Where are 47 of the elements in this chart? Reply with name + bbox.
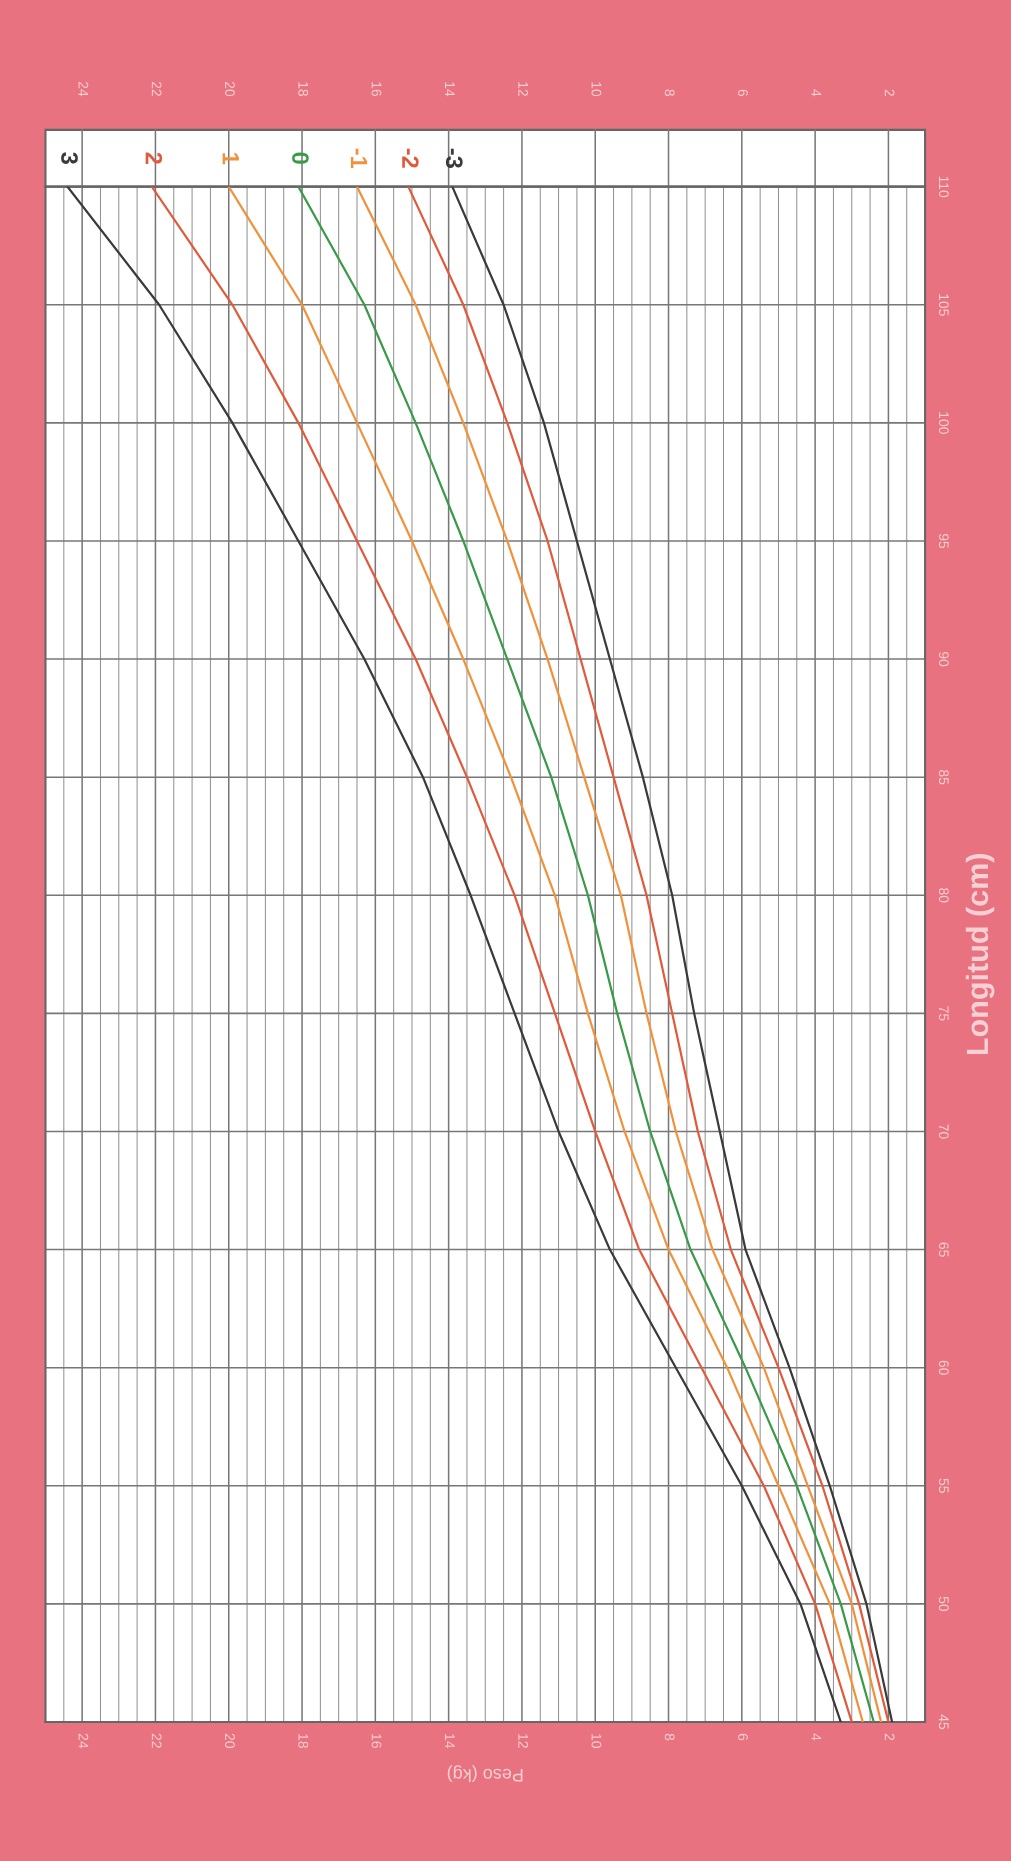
y-tick-label: 70 <box>938 1124 949 1139</box>
y-tick-label: 105 <box>938 294 949 316</box>
x-tick-label: 20 <box>225 1733 235 1748</box>
text: -2 <box>402 148 419 168</box>
x-tick-label: 6 <box>738 1733 748 1741</box>
y-tick-label: 60 <box>938 1360 949 1375</box>
x2-tick-label: 2 <box>884 89 895 96</box>
x2-tick-label: 14 <box>445 82 455 97</box>
y-axis-title: Longitud (cm) <box>965 854 995 1055</box>
x2-tick-label: 18 <box>298 82 309 97</box>
x-tick-label: 18 <box>298 1734 309 1748</box>
x-tick-label: 12 <box>518 1734 529 1748</box>
x2-tick-label: 12 <box>518 82 529 96</box>
x2-tick-label: 20 <box>225 81 235 97</box>
y-tick-label: 90 <box>938 651 949 667</box>
x2-tick-label: 8 <box>664 89 675 97</box>
y-tick-label: 110 <box>938 176 949 198</box>
text: 2 <box>145 152 163 164</box>
x-tick-label: 8 <box>664 1733 675 1741</box>
x2-tick-label: 16 <box>371 82 382 97</box>
x2-tick-label: 24 <box>78 81 89 97</box>
text: 3 <box>61 152 78 164</box>
y-tick-label: 55 <box>938 1478 949 1493</box>
x2-tick-label: 4 <box>811 89 822 97</box>
x-tick-label: 16 <box>371 1734 382 1748</box>
x2-tick-label: 10 <box>591 82 602 97</box>
text: -1 <box>350 148 368 169</box>
x-tick-label: 24 <box>78 1733 89 1749</box>
text: 0 <box>292 152 309 164</box>
x2-tick-label: 6 <box>738 89 748 97</box>
y-tick-label: 85 <box>938 770 949 785</box>
x-tick-label: 14 <box>445 1734 455 1749</box>
x-tick-label: 2 <box>884 1733 895 1741</box>
text: 1 <box>222 153 239 165</box>
y-tick-label: 75 <box>938 1006 949 1021</box>
y-tick-label: 65 <box>938 1242 949 1257</box>
x-tick-label: 4 <box>811 1733 822 1741</box>
x-tick-label: 10 <box>591 1734 602 1748</box>
y-tick-label: 100 <box>938 412 949 434</box>
y-tick-label: 50 <box>938 1596 949 1612</box>
y-tick-label: 80 <box>938 888 949 903</box>
y-tick-label: 45 <box>938 1714 949 1730</box>
text: -3 <box>445 148 463 168</box>
y-tick-label: 95 <box>938 533 949 549</box>
x-tick-label: 22 <box>151 1733 162 1748</box>
x-axis-title: Peso (kg) <box>447 1765 523 1783</box>
x2-tick-label: 22 <box>151 81 162 96</box>
